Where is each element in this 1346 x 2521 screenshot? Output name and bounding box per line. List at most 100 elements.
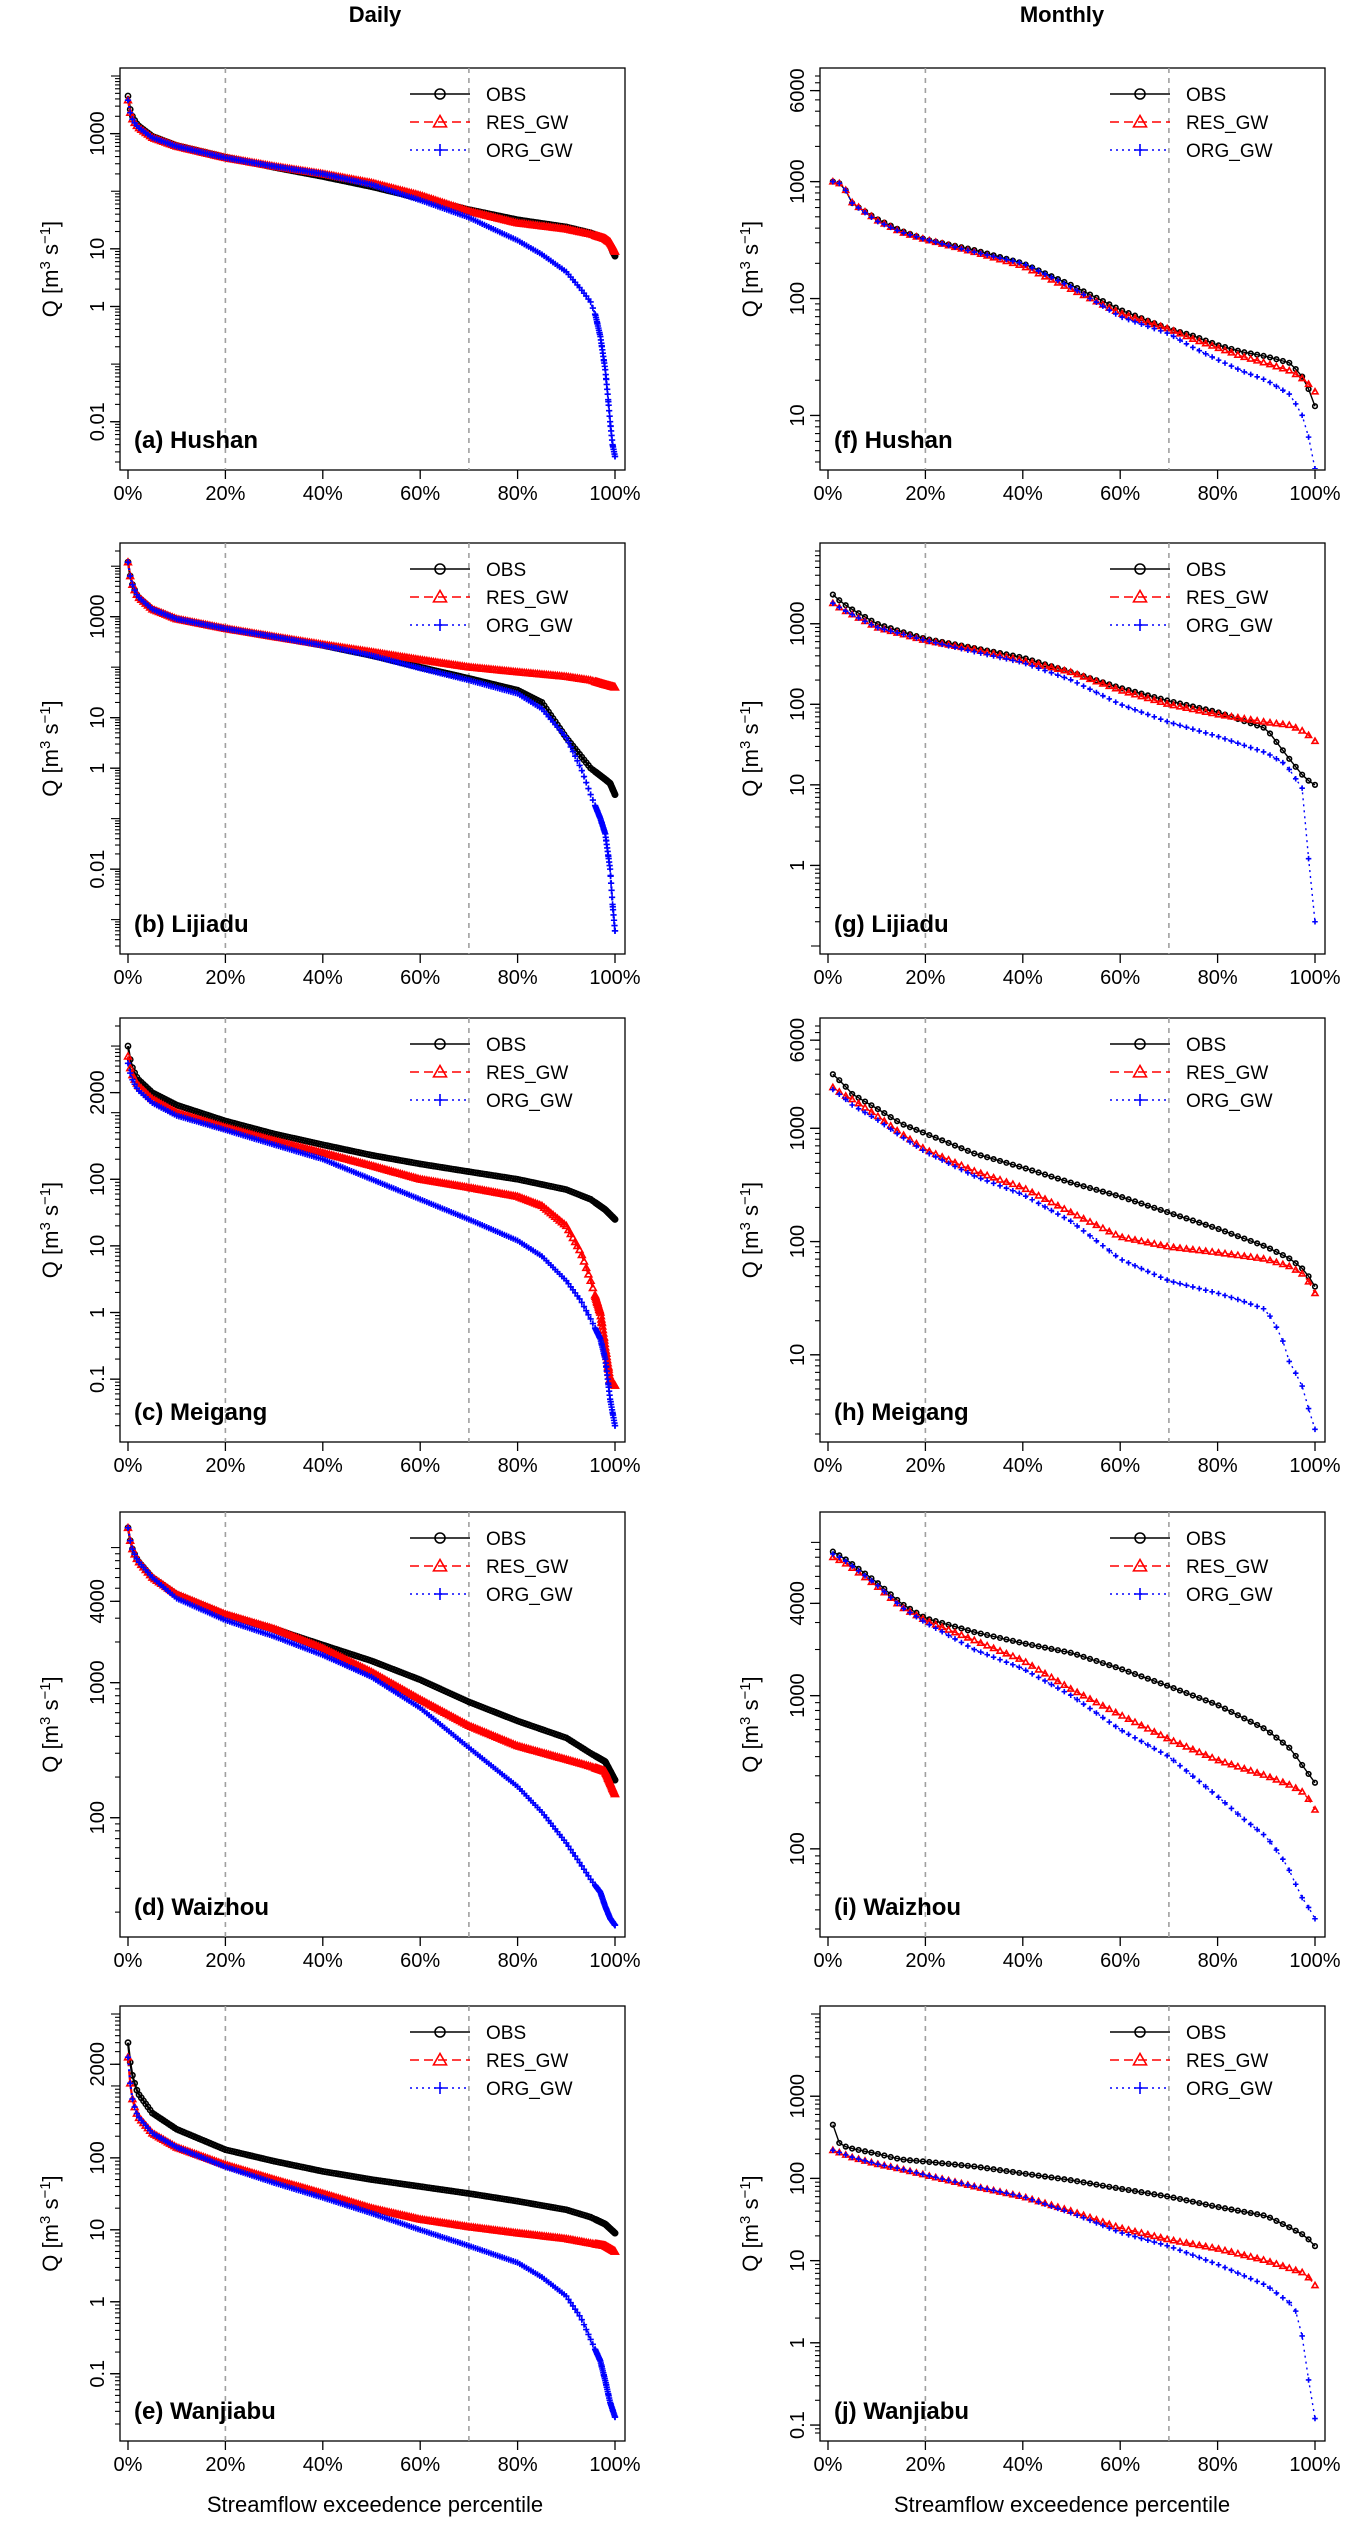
data-point-res-gw bbox=[1047, 275, 1056, 283]
data-point-org-gw bbox=[894, 227, 900, 234]
legend-marker-obs bbox=[434, 88, 446, 100]
data-point-org-gw bbox=[129, 1545, 136, 1553]
data-point-obs bbox=[611, 791, 619, 798]
data-point-org-gw bbox=[1312, 466, 1318, 469]
series-group bbox=[123, 2039, 620, 2421]
legend-label: OBS bbox=[1186, 85, 1226, 106]
data-point-res-gw bbox=[1169, 326, 1178, 334]
data-point-org-gw bbox=[1151, 325, 1158, 332]
data-point-res-gw bbox=[585, 1275, 596, 1285]
data-point-res-gw bbox=[989, 1172, 998, 1181]
legend-label: OBS bbox=[1186, 560, 1226, 581]
series-group bbox=[828, 591, 1320, 925]
data-point-org-gw bbox=[1087, 1705, 1093, 1712]
data-point-res-gw bbox=[1072, 669, 1082, 678]
x-tick-label: 80% bbox=[1198, 1950, 1238, 1972]
data-point-org-gw bbox=[1048, 274, 1055, 281]
data-point-org-gw bbox=[1100, 303, 1106, 309]
data-point-res-gw bbox=[1272, 361, 1281, 370]
data-point-res-gw bbox=[1053, 1201, 1063, 1209]
data-point-res-gw bbox=[610, 1788, 620, 1798]
data-point-obs bbox=[945, 1139, 952, 1147]
data-point-obs bbox=[964, 1627, 971, 1634]
data-point-res-gw bbox=[1053, 278, 1063, 286]
data-point-org-gw bbox=[1254, 746, 1260, 753]
x-tick-label: 100% bbox=[589, 967, 640, 989]
data-point-res-gw bbox=[1310, 1805, 1320, 1813]
data-point-res-gw bbox=[563, 1224, 574, 1234]
y-tick-label: 1000 bbox=[87, 111, 109, 156]
data-point-org-gw bbox=[855, 1568, 862, 1574]
data-point-obs bbox=[1311, 781, 1319, 788]
data-point-obs bbox=[971, 1150, 978, 1157]
data-point-org-gw bbox=[842, 187, 849, 194]
data-point-res-gw bbox=[1201, 707, 1211, 715]
y-axis-label: Q [m3 s−1] bbox=[737, 221, 764, 317]
data-point-obs bbox=[1003, 1636, 1010, 1643]
data-point-res-gw bbox=[1246, 1252, 1256, 1261]
data-point-obs bbox=[1074, 1651, 1081, 1658]
data-point-org-gw bbox=[1151, 1745, 1158, 1752]
data-point-obs bbox=[977, 1152, 984, 1159]
legend: OBS RES_GW ORG_GW bbox=[1110, 560, 1273, 637]
data-point-org-gw bbox=[1241, 1298, 1248, 1305]
series-group bbox=[828, 1071, 1320, 1433]
data-point-obs bbox=[1099, 1188, 1106, 1195]
data-point-res-gw bbox=[581, 1262, 591, 1272]
data-point-res-gw bbox=[1239, 1251, 1249, 1260]
data-point-res-gw bbox=[1201, 1750, 1211, 1758]
y-axis-label: Q [m3 s−1] bbox=[37, 221, 64, 317]
data-point-org-gw bbox=[1042, 271, 1048, 277]
plot-frame bbox=[819, 1511, 1326, 1938]
data-point-org-gw bbox=[1209, 1789, 1215, 1795]
data-point-res-gw bbox=[1284, 1780, 1294, 1788]
data-point-org-gw bbox=[1260, 1305, 1267, 1312]
y-tick-label: 10 bbox=[87, 238, 109, 260]
data-point-org-gw bbox=[849, 611, 855, 618]
data-point-res-gw bbox=[1137, 1720, 1146, 1729]
data-point-org-gw bbox=[913, 635, 920, 641]
legend-marker-org-gw bbox=[434, 144, 446, 156]
x-tick-label: 0% bbox=[814, 1950, 843, 1972]
data-point-org-gw bbox=[920, 637, 926, 643]
data-point-org-gw bbox=[868, 1577, 875, 1584]
data-point-res-gw bbox=[1233, 713, 1243, 721]
data-point-res-gw bbox=[1220, 1248, 1230, 1257]
data-point-org-gw bbox=[578, 767, 585, 774]
data-point-org-gw bbox=[1080, 291, 1087, 298]
y-tick-label: 1 bbox=[87, 2296, 109, 2307]
data-point-obs bbox=[1080, 1183, 1087, 1190]
data-point-org-gw bbox=[1170, 1279, 1177, 1285]
data-point-org-gw bbox=[1093, 1238, 1100, 1244]
data-point-obs bbox=[1254, 1721, 1261, 1729]
data-point-org-gw bbox=[958, 1639, 965, 1646]
data-point-res-gw bbox=[873, 1582, 883, 1590]
data-point-res-gw bbox=[841, 1559, 851, 1567]
data-point-res-gw bbox=[1207, 1753, 1217, 1761]
data-point-org-gw bbox=[1145, 1742, 1151, 1748]
data-point-res-gw bbox=[570, 1236, 580, 1246]
data-point-obs bbox=[836, 1077, 843, 1084]
data-point-org-gw bbox=[1035, 1200, 1042, 1207]
y-tick-label: 0.01 bbox=[87, 402, 109, 441]
data-point-org-gw bbox=[1235, 366, 1241, 372]
data-point-org-gw bbox=[583, 1869, 590, 1876]
data-point-obs bbox=[1048, 1173, 1055, 1180]
data-point-res-gw bbox=[976, 1168, 986, 1177]
x-tick-label: 60% bbox=[1100, 967, 1140, 989]
data-point-org-gw bbox=[1228, 363, 1235, 369]
data-point-org-gw bbox=[977, 1649, 984, 1655]
data-point-obs bbox=[1202, 1697, 1209, 1704]
data-point-org-gw bbox=[587, 791, 594, 798]
y-tick-label: 6000 bbox=[787, 1018, 809, 1063]
data-point-res-gw bbox=[583, 1269, 594, 1278]
data-point-org-gw bbox=[1209, 732, 1215, 738]
data-point-org-gw bbox=[1286, 1867, 1293, 1874]
x-tick-label: 60% bbox=[1100, 1950, 1140, 1972]
data-point-org-gw bbox=[1112, 311, 1119, 317]
data-point-org-gw bbox=[1299, 412, 1305, 419]
x-tick-label: 0% bbox=[814, 483, 843, 505]
panel-label: (d) Waizhou bbox=[134, 1894, 269, 1921]
data-point-org-gw bbox=[1010, 1187, 1016, 1194]
plot-frame bbox=[119, 1017, 626, 1443]
